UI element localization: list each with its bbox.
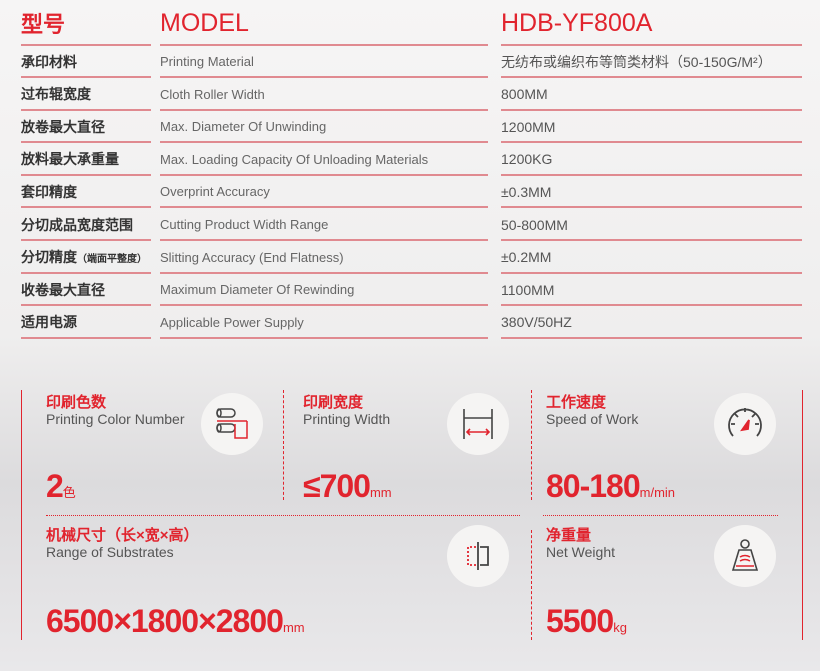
spec-label-cn: 放料最大承重量 <box>21 145 151 176</box>
spec-value: ±0.3MM <box>501 177 802 209</box>
card-unit: 色 <box>62 485 76 500</box>
divider <box>46 515 520 516</box>
spec-label-note: （端面平整度） <box>77 253 147 265</box>
spec-label-cn: 套印精度 <box>21 177 151 209</box>
spec-value: 无纺布或编织布等筒类材料（50-150G/M²） <box>501 47 802 78</box>
header-label-cn: 型号 <box>21 2 151 46</box>
card-border-right <box>802 390 803 640</box>
spec-label-en: Slitting Accuracy (End Flatness) <box>160 243 488 274</box>
spec-label-cn: 过布辊宽度 <box>21 80 151 111</box>
spec-label-cn: 适用电源 <box>21 308 151 339</box>
weight-icon <box>714 525 776 587</box>
header-label-en: MODEL <box>160 2 488 46</box>
spec-label-en: Cutting Product Width Range <box>160 210 488 241</box>
spec-label-cn: 分切成品宽度范围 <box>21 210 151 241</box>
spec-value: 1100MM <box>501 275 802 307</box>
spec-value: ±0.2MM <box>501 243 802 274</box>
card-unit: mm <box>282 620 305 635</box>
divider <box>531 390 532 500</box>
card-title-en: Range of Substrates <box>46 544 174 560</box>
spec-label-cn-text: 适用电源 <box>21 314 77 331</box>
card-title-en: Speed of Work <box>546 411 639 427</box>
spec-label-en: Overprint Accuracy <box>160 177 488 209</box>
spec-label-cn-text: 放卷最大直径 <box>21 118 105 135</box>
spec-value: 50-800MM <box>501 210 802 241</box>
spec-label-cn-text: 套印精度 <box>21 183 77 200</box>
card-value: ≤700 <box>303 468 371 504</box>
card-title-en: Printing Color Number <box>46 411 185 427</box>
card-unit: m/min <box>639 485 676 500</box>
card-title-en: Printing Width <box>303 411 391 427</box>
spec-row: 过布辊宽度 Cloth Roller Width 800MM <box>0 80 820 113</box>
divider <box>531 530 532 640</box>
spec-row: 收卷最大直径 Maximum Diameter Of Rewinding 110… <box>0 275 820 308</box>
spec-header-row: 型号 MODEL HDB-YF800A <box>0 2 820 46</box>
card-value: 6500×1800×2800 <box>46 603 284 639</box>
spec-label-cn-text: 承印材料 <box>21 53 77 70</box>
spec-row: 分切精度 （端面平整度） Slitting Accuracy (End Flatn… <box>0 243 820 276</box>
spec-label-cn: 分切精度 （端面平整度） <box>21 243 151 274</box>
speedometer-icon <box>714 393 776 455</box>
spec-label-cn: 放卷最大直径 <box>21 112 151 144</box>
spec-label-en: Max. Loading Capacity Of Unloading Mater… <box>160 145 488 176</box>
spec-label-cn: 收卷最大直径 <box>21 275 151 307</box>
spec-label-cn-text: 过布辊宽度 <box>21 86 91 103</box>
header-model-value: HDB-YF800A <box>501 2 802 46</box>
spec-value: 1200KG <box>501 145 802 176</box>
card-title-cn: 净重量 <box>546 527 592 544</box>
card-title-cn: 机械尺寸（长×宽×高） <box>46 527 199 544</box>
spec-label-en: Applicable Power Supply <box>160 308 488 339</box>
spec-label-en: Maximum Diameter Of Rewinding <box>160 275 488 307</box>
spec-row: 承印材料 Printing Material 无纺布或编织布等筒类材料（50-1… <box>0 47 820 80</box>
card-title-cn: 工作速度 <box>546 394 607 411</box>
spec-value: 1200MM <box>501 112 802 144</box>
spec-label-en: Printing Material <box>160 47 488 78</box>
card-value: 80-180 <box>546 468 641 504</box>
spec-row: 适用电源 Applicable Power Supply 380V/50HZ <box>0 308 820 341</box>
width-icon <box>447 393 509 455</box>
card-unit: mm <box>369 485 392 500</box>
spec-row: 套印精度 Overprint Accuracy ±0.3MM <box>0 177 820 210</box>
divider <box>543 515 778 516</box>
card-value: 5500 <box>546 603 614 639</box>
spec-value: 380V/50HZ <box>501 308 802 339</box>
divider <box>283 390 284 500</box>
dimensions-icon <box>447 525 509 587</box>
card-title-cn: 印刷宽度 <box>303 394 364 411</box>
card-value: 2 <box>46 468 64 504</box>
spec-row: 放料最大承重量 Max. Loading Capacity Of Unloadi… <box>0 145 820 178</box>
spec-label-cn-text: 收卷最大直径 <box>21 281 105 298</box>
spec-label-cn-text: 放料最大承重量 <box>21 151 119 168</box>
spec-value: 800MM <box>501 80 802 111</box>
spec-label-en: Cloth Roller Width <box>160 80 488 111</box>
card-title-cn: 印刷色数 <box>46 394 107 411</box>
spec-label-cn-text: 分切精度 <box>21 249 77 266</box>
card-unit: kg <box>613 620 627 635</box>
spec-label-cn-text: 分切成品宽度范围 <box>21 216 133 233</box>
card-border-left <box>21 390 22 640</box>
spec-label-en: Max. Diameter Of Unwinding <box>160 112 488 144</box>
spec-row: 分切成品宽度范围 Cutting Product Width Range 50-… <box>0 210 820 243</box>
card-title-en: Net Weight <box>546 544 615 560</box>
rollers-icon <box>201 393 263 455</box>
spec-label-cn: 承印材料 <box>21 47 151 78</box>
spec-row: 放卷最大直径 Max. Diameter Of Unwinding 1200MM <box>0 112 820 145</box>
